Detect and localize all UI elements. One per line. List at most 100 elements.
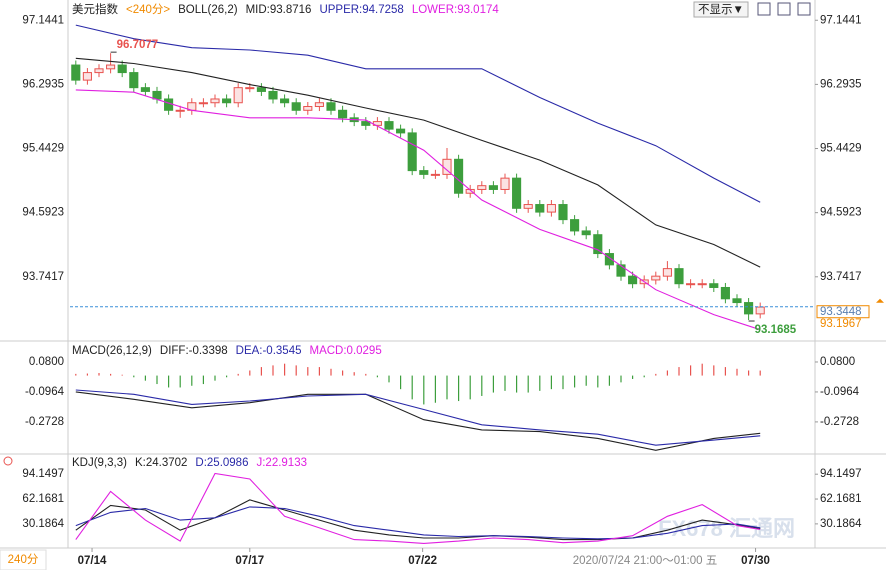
candle-body	[651, 275, 661, 281]
indicator-line	[75, 499, 761, 541]
candle-body	[686, 283, 696, 286]
y-tick-label: 94.5923	[820, 207, 862, 219]
candle-body	[720, 286, 730, 300]
y-tick-label: 95.4429	[820, 143, 862, 155]
candle-body	[280, 98, 290, 104]
y-tick-label: 0.0800	[29, 356, 64, 368]
y-tick-label: 97.1441	[22, 14, 64, 26]
settings-icon[interactable]	[3, 456, 13, 466]
candle-body	[662, 268, 672, 277]
legend-label: K:24.3702	[135, 457, 187, 469]
candle-body	[535, 204, 545, 213]
legend-label: J:22.9133	[256, 457, 307, 469]
legend-label: MACD(26,12,9)	[72, 345, 152, 357]
toolbar-button-label[interactable]: 不显示▼	[698, 3, 744, 16]
y-tick-label: 30.1864	[22, 518, 64, 530]
candle-body	[152, 90, 162, 100]
y-tick-label: -0.0964	[820, 386, 860, 398]
candle-body	[338, 109, 348, 119]
x-tick-label: 07/22	[408, 555, 437, 567]
candle-body	[477, 185, 487, 190]
candle-body	[593, 234, 603, 255]
period-tab-label[interactable]: 240分	[8, 553, 39, 566]
legend-label: BOLL(26,2)	[178, 4, 238, 16]
legend-label: MID:93.8716	[246, 4, 312, 16]
indicator-line	[75, 24, 761, 203]
candle-body	[419, 170, 429, 175]
cursor-label: 2020/07/24 21:00～01:00 五	[573, 555, 718, 567]
candle-body	[755, 306, 765, 315]
legend-label: LOWER:93.0174	[412, 4, 500, 16]
y-tick-label: 96.2935	[820, 78, 862, 90]
candle-body	[454, 158, 464, 194]
indicator-line	[75, 472, 761, 544]
candle-body	[245, 87, 255, 90]
candle-body	[570, 219, 580, 232]
candle-body	[256, 87, 266, 92]
candle-body	[616, 264, 626, 277]
candle-body	[314, 102, 324, 108]
y-tick-label: -0.2728	[820, 416, 859, 428]
candle-body	[697, 283, 707, 286]
candle-body	[674, 268, 684, 285]
watermark: FX678 汇通网	[658, 516, 795, 541]
candle-body	[558, 204, 568, 221]
indicator-line	[75, 57, 761, 268]
candle-body	[732, 298, 742, 304]
icon-button[interactable]	[797, 2, 811, 16]
candle-body	[291, 102, 301, 111]
x-tick-label: 07/17	[235, 555, 264, 567]
candle-body	[361, 121, 371, 126]
candle-body	[581, 230, 591, 236]
toolbar-button[interactable]	[693, 1, 749, 18]
y-tick-label: 94.5923	[22, 207, 64, 219]
low-annotation: 93.1685	[755, 324, 797, 336]
candle-body	[512, 177, 522, 209]
candle-body	[384, 121, 394, 130]
y-tick-label: 0.0800	[820, 356, 855, 368]
icon-button[interactable]	[757, 2, 771, 16]
legend-label: <240分>	[126, 3, 170, 16]
y-tick-label: 62.1681	[820, 493, 862, 505]
icon-button[interactable]	[777, 2, 791, 16]
candle-body	[488, 185, 498, 190]
high-annotation: 96.7077	[117, 39, 159, 51]
x-tick-label: 07/14	[78, 555, 107, 567]
ref-price-label: 93.1967	[820, 318, 862, 330]
legend-label: UPPER:94.7258	[319, 4, 403, 16]
candle-body	[430, 173, 440, 176]
y-tick-label: 93.7417	[820, 271, 862, 283]
legend-label: MACD:0.0295	[310, 345, 382, 357]
legend-label: KDJ(9,3,3)	[72, 457, 127, 469]
candle-body	[303, 106, 313, 111]
candle-body	[129, 72, 139, 89]
candle-body	[233, 87, 243, 104]
candle-body	[628, 275, 638, 285]
last-price-box	[816, 305, 870, 319]
candle-body	[164, 98, 174, 111]
candle-body	[71, 64, 81, 81]
indicator-line	[75, 391, 761, 451]
y-tick-label: 94.1497	[22, 468, 64, 480]
legend-label: DEA:-0.3545	[236, 345, 302, 357]
legend-label: 美元指数	[72, 2, 118, 16]
candle-body	[500, 177, 510, 190]
y-tick-label: -0.2728	[25, 416, 64, 428]
y-tick-label: -0.0964	[25, 386, 65, 398]
legend-label: D:25.0986	[195, 457, 248, 469]
candle-body	[523, 204, 533, 209]
candle-body	[744, 302, 754, 315]
candle-body	[604, 253, 614, 266]
y-tick-label: 62.1681	[22, 493, 64, 505]
y-tick-label: 93.7417	[22, 271, 64, 283]
candle-body	[268, 90, 278, 100]
candle-body	[198, 102, 208, 105]
candle-body	[106, 64, 116, 70]
candle-body	[222, 98, 232, 104]
last-price-label: 93.3448	[820, 306, 862, 318]
candle-body	[82, 72, 92, 81]
indicator-line	[75, 89, 761, 331]
y-tick-label: 97.1441	[820, 14, 862, 26]
